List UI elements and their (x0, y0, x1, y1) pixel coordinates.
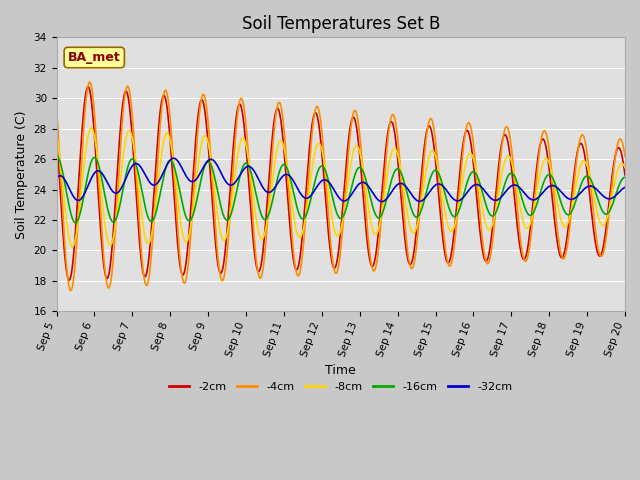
-4cm (123, 84, 131, 89)
-4cm (180, 280, 188, 286)
-8cm (68, 244, 76, 250)
-2cm (63, 270, 70, 276)
-32cm (122, 177, 129, 183)
Line: -8cm: -8cm (56, 128, 625, 247)
-4cm (211, 213, 218, 218)
-8cm (412, 228, 419, 233)
Legend: -2cm, -4cm, -8cm, -16cm, -32cm: -2cm, -4cm, -8cm, -16cm, -32cm (164, 377, 517, 396)
-8cm (211, 188, 218, 193)
Line: -16cm: -16cm (56, 156, 625, 223)
-2cm (180, 268, 188, 274)
-2cm (84, 84, 92, 89)
Y-axis label: Soil Temperature (C): Soil Temperature (C) (15, 110, 28, 239)
-4cm (86, 79, 93, 85)
-16cm (52, 153, 60, 159)
Line: -4cm: -4cm (56, 82, 625, 290)
-2cm (52, 130, 60, 135)
-2cm (65, 277, 73, 283)
-8cm (123, 132, 131, 137)
-4cm (52, 107, 60, 112)
Title: Soil Temperatures Set B: Soil Temperatures Set B (241, 15, 440, 33)
-2cm (211, 230, 218, 236)
-8cm (621, 165, 629, 170)
-8cm (52, 131, 60, 137)
-32cm (378, 199, 385, 204)
-16cm (180, 207, 188, 213)
-4cm (67, 288, 75, 293)
Line: -32cm: -32cm (56, 158, 625, 202)
-8cm (63, 220, 70, 226)
-16cm (210, 171, 218, 177)
-2cm (428, 131, 436, 137)
-2cm (621, 172, 629, 178)
-32cm (63, 180, 70, 186)
-16cm (621, 174, 629, 180)
-16cm (411, 213, 419, 219)
X-axis label: Time: Time (325, 364, 356, 377)
-32cm (621, 184, 629, 190)
-32cm (428, 186, 436, 192)
-4cm (428, 118, 436, 123)
-8cm (88, 125, 95, 131)
-2cm (123, 89, 131, 95)
Text: BA_met: BA_met (68, 51, 121, 64)
-16cm (428, 173, 435, 179)
-32cm (180, 169, 188, 175)
-2cm (412, 237, 419, 242)
-16cm (122, 171, 130, 177)
-16cm (63, 191, 70, 197)
Line: -2cm: -2cm (56, 86, 625, 280)
-4cm (621, 153, 629, 159)
-32cm (52, 175, 60, 180)
-8cm (428, 148, 436, 154)
-16cm (72, 220, 79, 226)
-4cm (63, 266, 70, 272)
-8cm (180, 238, 188, 244)
-32cm (210, 158, 218, 164)
-32cm (412, 196, 419, 202)
-4cm (412, 252, 419, 258)
-32cm (170, 156, 177, 161)
